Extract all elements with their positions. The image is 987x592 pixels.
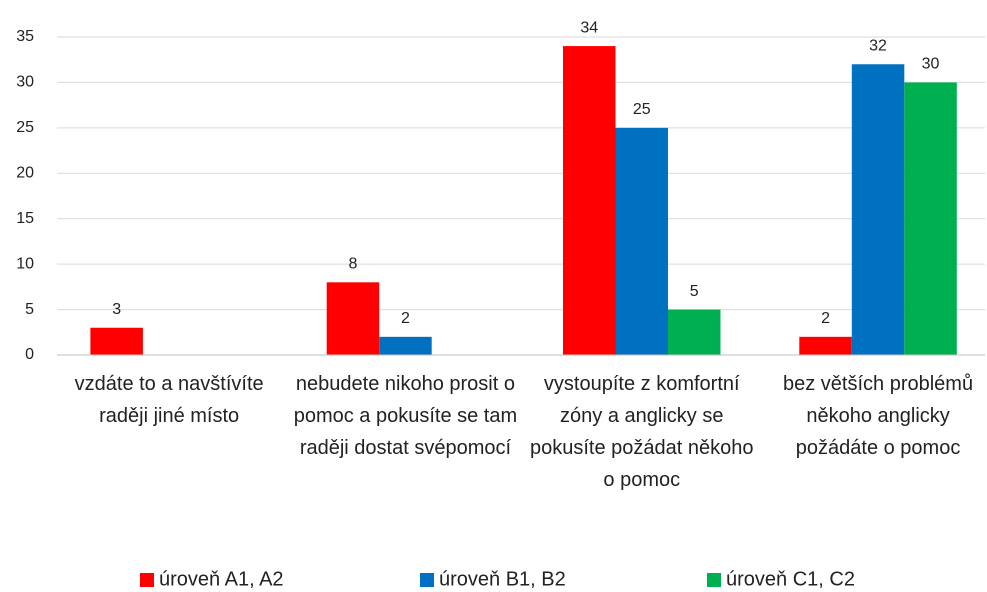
legend-swatch	[140, 573, 154, 587]
value-label: 5	[690, 283, 699, 300]
value-label: 2	[821, 310, 830, 327]
value-label: 25	[633, 101, 651, 118]
value-label: 8	[348, 256, 357, 273]
y-tick-label: 10	[16, 255, 34, 272]
y-tick-label: 20	[16, 165, 34, 182]
y-tick-label: 30	[16, 74, 34, 91]
bar	[563, 46, 616, 355]
bar	[904, 82, 957, 355]
y-tick-label: 25	[16, 119, 34, 136]
x-tick-label: bez větších problémů někoho anglicky pož…	[782, 373, 974, 459]
x-tick-label: nebudete nikoho prosit o pomoc a pokusít…	[293, 373, 518, 459]
bar	[379, 336, 432, 355]
legend-swatch	[707, 573, 721, 587]
y-tick-label: 0	[25, 346, 34, 363]
value-label: 32	[869, 37, 887, 54]
y-tick-label: 5	[25, 301, 34, 318]
legend-label: úroveň C1, C2	[726, 568, 855, 590]
x-tick-label: vystoupíte z komfortní zóny a anglicky s…	[529, 373, 754, 491]
y-tick-label: 35	[16, 28, 34, 45]
legend-label: úroveň B1, B2	[439, 568, 566, 590]
bar	[668, 309, 721, 355]
value-label: 30	[922, 56, 940, 73]
value-label: 2	[401, 310, 410, 327]
value-label: 34	[580, 19, 598, 36]
legend-swatch	[420, 573, 434, 587]
bar	[326, 282, 380, 355]
bar	[615, 127, 668, 355]
y-tick-label: 15	[16, 210, 34, 227]
value-label: 3	[112, 301, 121, 318]
legend-label: úroveň A1, A2	[159, 568, 284, 590]
bar	[90, 327, 143, 355]
x-tick-label: vzdáte to a navštívíte raději jiné místo	[74, 373, 264, 427]
bar	[851, 64, 905, 355]
bar	[799, 336, 852, 355]
